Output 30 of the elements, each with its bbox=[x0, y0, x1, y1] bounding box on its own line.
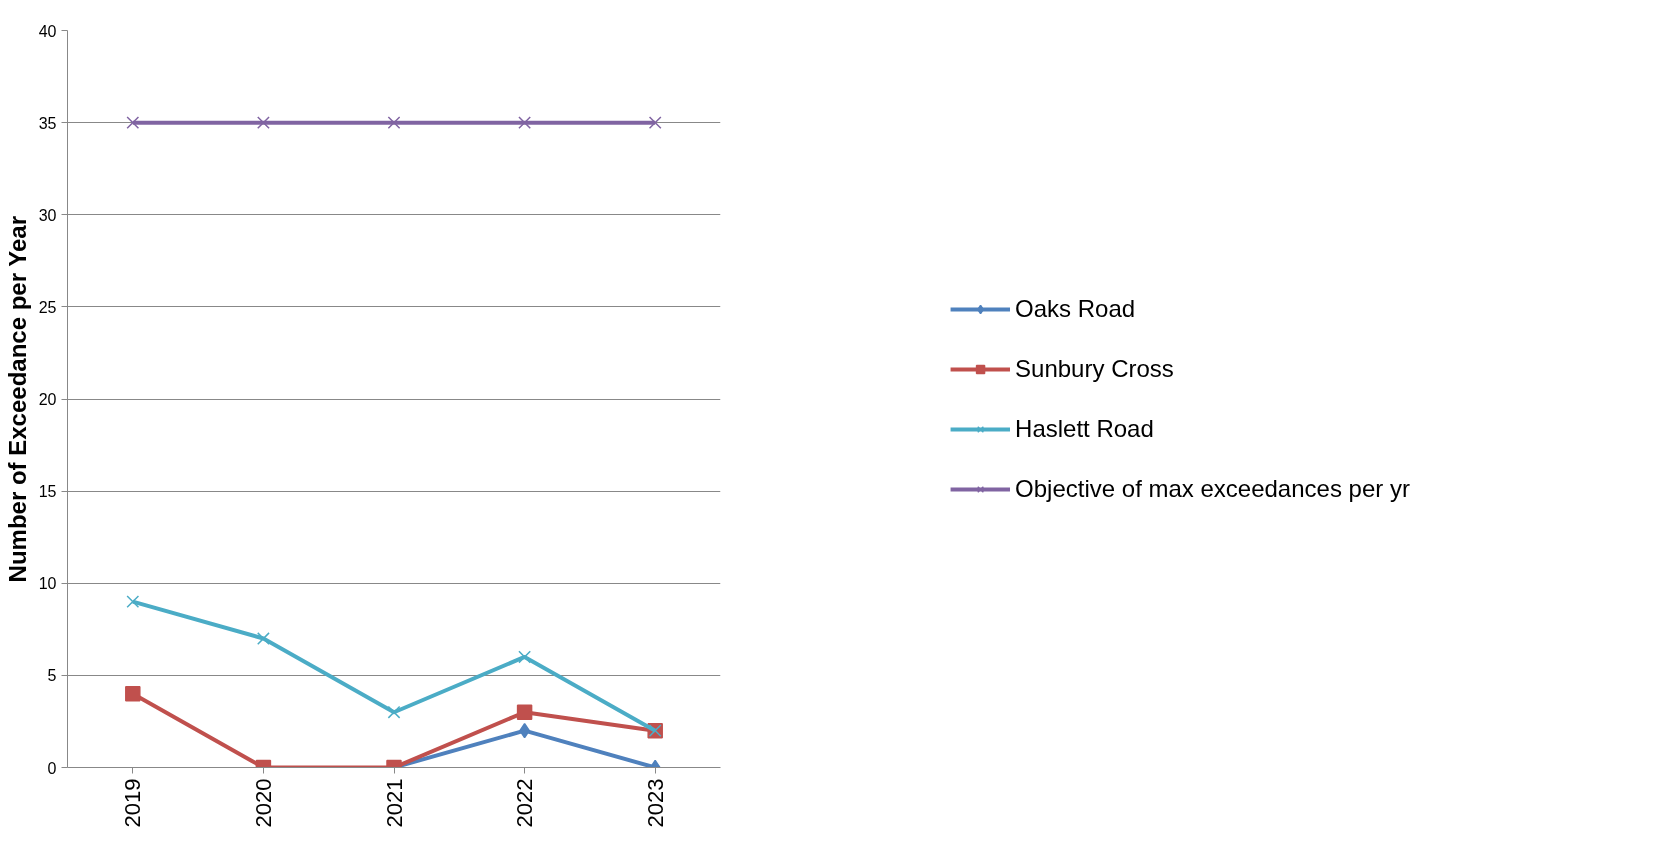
point bbox=[518, 116, 532, 130]
legend-label: Oaks Road bbox=[1015, 293, 1136, 324]
legend-label: Objective of max exceedances per yr bbox=[1015, 473, 1410, 504]
y-tick-label: 0 bbox=[47, 759, 57, 777]
y-tick-label: 10 bbox=[38, 575, 57, 593]
point bbox=[256, 116, 270, 130]
point bbox=[126, 116, 140, 130]
legend-label: Haslett Road bbox=[1015, 413, 1154, 444]
point bbox=[518, 650, 532, 664]
x-tick-label: 2022 bbox=[512, 778, 538, 828]
y-tick-label: 15 bbox=[38, 483, 57, 501]
point bbox=[256, 632, 270, 645]
x-tick-label: 2019 bbox=[120, 778, 146, 828]
point bbox=[387, 116, 401, 130]
point bbox=[126, 595, 140, 609]
legend-label: Sunbury Cross bbox=[1015, 353, 1174, 384]
y-axis-title: Number of Exceedance per Year bbox=[3, 216, 31, 583]
point bbox=[125, 686, 141, 702]
y-tick-label: 35 bbox=[38, 114, 57, 132]
y-tick-label: 30 bbox=[38, 206, 57, 224]
x-tick-label: 2023 bbox=[642, 778, 668, 828]
point bbox=[387, 705, 401, 719]
x-tick-label: 2021 bbox=[381, 778, 407, 828]
point bbox=[648, 116, 662, 130]
y-tick-label: 25 bbox=[38, 298, 57, 316]
y-tick-label: 40 bbox=[38, 22, 57, 40]
point bbox=[516, 704, 533, 720]
y-tick-label: 20 bbox=[38, 391, 57, 408]
y-tick-label: 5 bbox=[47, 667, 57, 685]
x-tick-label: 2020 bbox=[250, 778, 276, 828]
